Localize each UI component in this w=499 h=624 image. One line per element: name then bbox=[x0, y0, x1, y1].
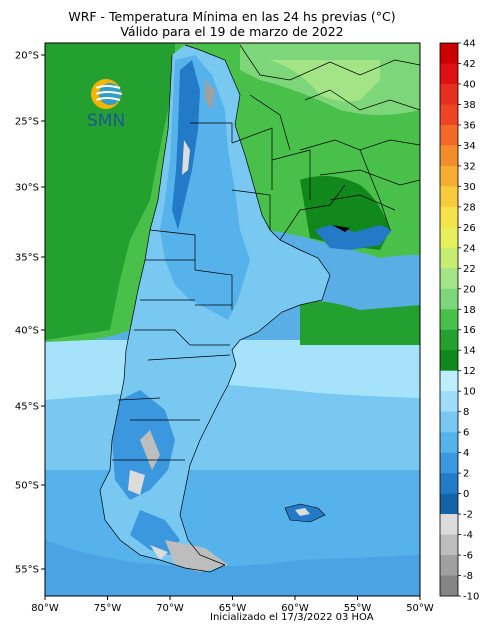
lat-tick-label: 20°S bbox=[15, 51, 39, 62]
lon-tick-label: 65°W bbox=[219, 603, 247, 614]
colorbar-segment bbox=[440, 145, 458, 167]
colorbar-segment bbox=[440, 63, 458, 85]
ocean-band-3 bbox=[45, 385, 420, 478]
highland-light-green bbox=[270, 60, 380, 102]
aconcagua-cold bbox=[182, 140, 190, 175]
colorbar-label: 38 bbox=[463, 100, 476, 111]
ice-field-2 bbox=[128, 470, 145, 495]
colorbar-segment bbox=[440, 329, 458, 351]
colorbar-label: 8 bbox=[463, 407, 469, 418]
colorbar-label: 6 bbox=[463, 428, 469, 439]
lat-tick-label: 45°S bbox=[15, 402, 39, 413]
colorbar-label: 30 bbox=[463, 182, 476, 193]
colorbar-label: 42 bbox=[463, 59, 476, 70]
colorbar-label: 18 bbox=[463, 305, 476, 316]
colorbar-label: -8 bbox=[463, 571, 473, 582]
colorbar-segment bbox=[440, 575, 458, 597]
colorbar-label: 20 bbox=[463, 284, 476, 295]
colorbar-segment bbox=[440, 247, 458, 269]
colorbar-segment bbox=[440, 493, 458, 515]
colorbar-label: -2 bbox=[463, 510, 473, 521]
colorbar-segment bbox=[440, 104, 458, 126]
colorbar-segment bbox=[440, 411, 458, 433]
tierra-del-fuego bbox=[165, 540, 228, 572]
colorbar-label: 10 bbox=[463, 387, 476, 398]
lat-tick-label: 30°S bbox=[15, 183, 39, 194]
lat-tick-label: 25°S bbox=[15, 117, 39, 128]
colorbar-segment bbox=[440, 309, 458, 331]
colorbar-label: 4 bbox=[463, 448, 469, 459]
colorbar-frame bbox=[439, 42, 459, 597]
longitude-axis: 80°W 75°W 70°W 65°W 60°W 55°W 50°W bbox=[31, 596, 434, 614]
lon-tick-label: 80°W bbox=[31, 603, 59, 614]
malvinas-cold bbox=[295, 508, 310, 516]
colorbar-segment bbox=[440, 350, 458, 372]
lat-tick-label: 40°S bbox=[15, 326, 39, 337]
colorbar-label: 40 bbox=[463, 79, 476, 90]
title-line-2: Válido para el 19 de marzo de 2022 bbox=[120, 24, 344, 39]
colorbar-segment bbox=[440, 268, 458, 290]
colorbar-label: 32 bbox=[463, 161, 476, 172]
colorbar-segment bbox=[440, 288, 458, 310]
lon-tick-label: 55°W bbox=[344, 603, 372, 614]
colorbar-label: 28 bbox=[463, 202, 476, 213]
smn-logo: SMN bbox=[87, 79, 125, 131]
colorbar-segment bbox=[440, 83, 458, 105]
colorbar-label: -10 bbox=[463, 592, 479, 603]
colorbar-segment bbox=[440, 555, 458, 576]
colorbar-segment bbox=[440, 124, 458, 146]
colorbar-label: 44 bbox=[463, 39, 476, 50]
malvinas-outline bbox=[284, 503, 326, 523]
colorbar-label: 22 bbox=[463, 264, 476, 275]
southern-ocean-warm bbox=[300, 300, 420, 345]
map-title: WRF - Temperatura Mínima en las 24 hs pr… bbox=[0, 9, 464, 39]
colorbar-segment bbox=[440, 432, 458, 453]
lat-tick-label: 35°S bbox=[15, 253, 39, 264]
colorbar-label: -6 bbox=[463, 551, 473, 562]
colorbar-segment bbox=[440, 206, 458, 228]
colorbar-segment bbox=[440, 452, 458, 474]
colorbar: 4442403836343230282624222018161412108642… bbox=[439, 39, 479, 603]
initialized-caption: Inicializado el 17/3/2022 03 HOA bbox=[210, 612, 374, 623]
colorbar-segment bbox=[440, 534, 458, 556]
lon-tick-label: 50°W bbox=[406, 603, 434, 614]
colorbar-segment bbox=[440, 227, 458, 249]
pacific-warm bbox=[45, 43, 175, 340]
title-line-1: WRF - Temperatura Mínima en las 24 hs pr… bbox=[68, 9, 396, 24]
ocean-band-5 bbox=[45, 540, 420, 596]
colorbar-segment bbox=[440, 43, 458, 64]
rio-de-la-plata bbox=[315, 225, 392, 250]
colorbar-segment bbox=[440, 165, 458, 187]
borders bbox=[99, 44, 420, 573]
colorbar-label: 34 bbox=[463, 141, 476, 152]
logo-text: SMN bbox=[87, 111, 125, 131]
colorbar-label: 0 bbox=[463, 489, 469, 500]
colorbar-segment bbox=[440, 391, 458, 412]
lat-tick-label: 55°S bbox=[15, 565, 39, 576]
colorbar-label: 16 bbox=[463, 325, 476, 336]
colorbar-segment bbox=[440, 514, 458, 535]
lat-tick-label: 50°S bbox=[15, 481, 39, 492]
latitude-axis: 20°S 25°S 30°S 35°S 40°S 45°S 50°S 55°S bbox=[15, 51, 45, 576]
puna-cold-spot bbox=[205, 80, 215, 110]
lon-tick-label: 75°W bbox=[94, 603, 122, 614]
map-area bbox=[45, 43, 420, 596]
colorbar-label: 26 bbox=[463, 223, 476, 234]
colorbar-segment bbox=[440, 370, 458, 392]
water-detail bbox=[332, 225, 350, 232]
colorbar-label: 24 bbox=[463, 243, 476, 254]
lon-tick-label: 60°W bbox=[281, 603, 309, 614]
colorbar-segment bbox=[440, 186, 458, 208]
lon-tick-label: 70°W bbox=[156, 603, 184, 614]
colorbar-label: 36 bbox=[463, 120, 476, 131]
colorbar-label: -4 bbox=[463, 530, 473, 541]
colorbar-segment bbox=[440, 473, 458, 494]
colorbar-label: 12 bbox=[463, 366, 476, 377]
colorbar-label: 2 bbox=[463, 469, 469, 480]
colorbar-label: 14 bbox=[463, 346, 476, 357]
tierra-ice bbox=[150, 545, 168, 560]
